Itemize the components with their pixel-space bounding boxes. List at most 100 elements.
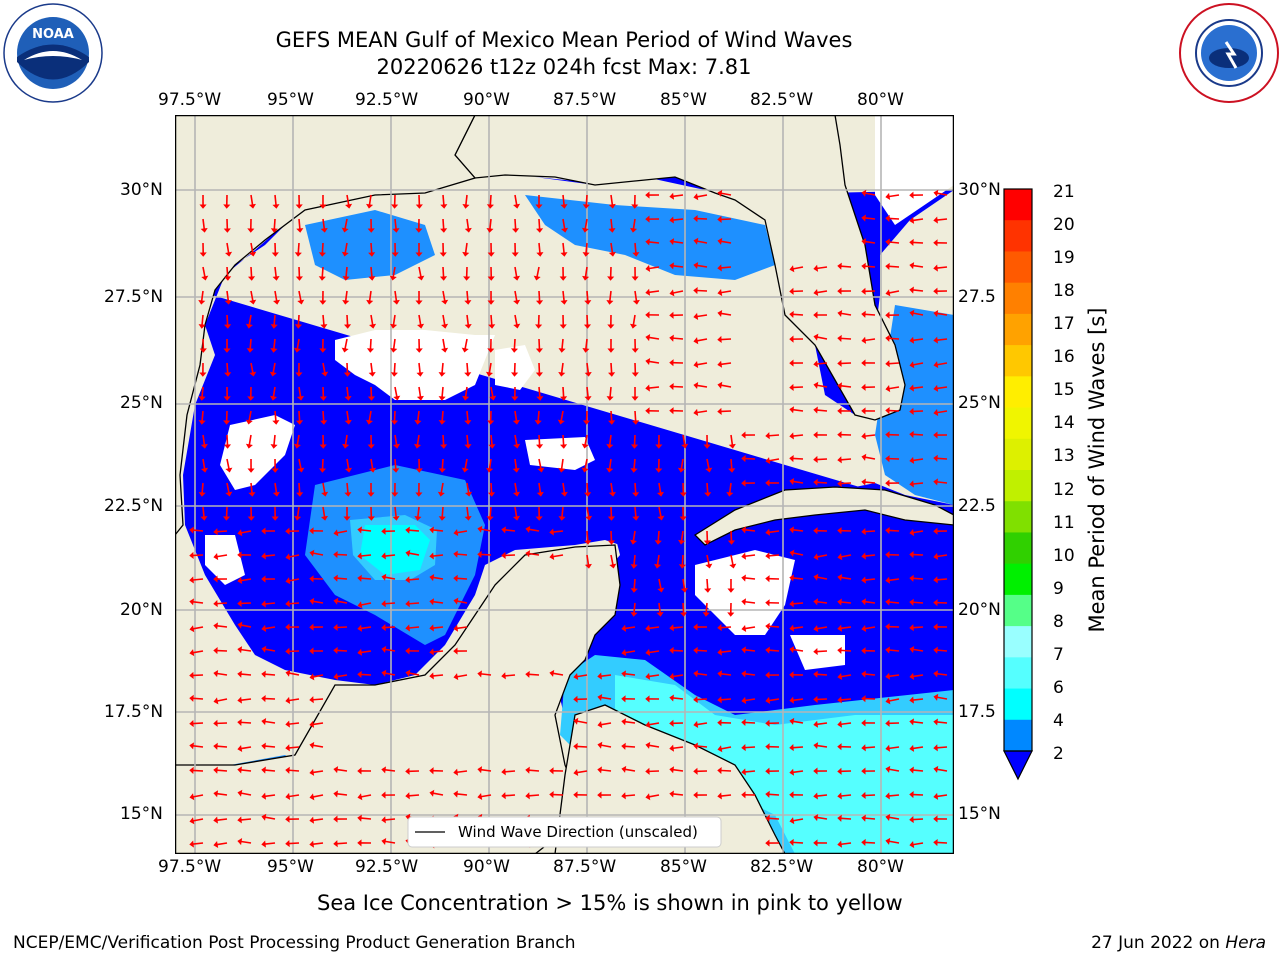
wind-arrow-head: [558, 371, 566, 377]
wind-arrow: [368, 290, 372, 302]
wind-arrow: [201, 410, 204, 422]
wind-arrow-head: [885, 744, 891, 752]
wind-arrow-head: [645, 721, 651, 729]
wind-arrow-head: [487, 420, 495, 425]
wind-arrow-head: [630, 612, 638, 617]
wind-arrow-head: [513, 299, 521, 305]
wind-arrow-head: [837, 598, 842, 606]
wind-arrow-head: [645, 264, 651, 272]
wind-arrow: [682, 434, 686, 445]
wind-arrow-head: [237, 621, 243, 629]
wind-arrow-head: [861, 453, 867, 461]
wind-arrow: [418, 266, 422, 277]
wind-arrow: [346, 458, 350, 469]
wind-arrow-head: [189, 625, 195, 633]
wind-arrow-head: [789, 287, 794, 295]
wind-arrow-head: [417, 323, 425, 329]
wind-arrow-head: [654, 563, 662, 569]
wind-arrow: [216, 745, 228, 748]
wind-arrow: [705, 602, 708, 614]
wind-arrow-head: [369, 467, 377, 473]
wind-arrow-head: [201, 467, 209, 473]
wind-arrow-head: [606, 396, 614, 401]
wind-arrow-head: [837, 407, 842, 415]
wind-arrow: [273, 338, 276, 350]
wind-arrow-head: [464, 372, 472, 377]
footer-host: Hera: [1225, 933, 1266, 953]
wind-arrow-head: [237, 696, 242, 704]
wind-arrow: [936, 338, 948, 341]
wind-arrow: [792, 434, 804, 437]
wind-arrow: [912, 264, 924, 268]
wind-arrow-head: [513, 203, 521, 209]
wind-arrow-head: [717, 624, 722, 632]
wind-arrow-head: [309, 840, 315, 848]
wind-arrow-head: [861, 767, 866, 775]
lon-label-top: 95°W: [267, 90, 314, 110]
wind-arrow: [672, 240, 684, 244]
wind-arrow: [912, 218, 924, 222]
wind-arrow: [226, 290, 230, 302]
wind-arrow-head: [657, 587, 665, 593]
wind-arrow: [514, 314, 518, 325]
wind-arrow: [456, 626, 468, 630]
wind-arrow: [648, 241, 660, 244]
wind-arrow: [672, 697, 684, 700]
wind-arrow-head: [789, 574, 794, 582]
wind-arrow: [514, 410, 518, 422]
wind-arrow-head: [213, 670, 219, 678]
wind-arrow-head: [189, 719, 194, 728]
wind-arrow-head: [416, 395, 424, 401]
wind-arrow: [840, 458, 852, 461]
wind-arrow: [912, 577, 924, 580]
wind-arrow: [288, 746, 300, 749]
wind-arrow-head: [357, 526, 362, 534]
wind-arrow: [384, 602, 396, 605]
wind-arrow-head: [237, 599, 242, 607]
wind-arrow-head: [681, 443, 689, 449]
wind-arrow-head: [453, 673, 459, 681]
wind-arrow-head: [837, 840, 843, 848]
wind-arrow: [384, 626, 396, 629]
wind-arrow: [816, 650, 828, 653]
wind-arrow-head: [885, 813, 891, 821]
wind-arrow-head: [559, 324, 567, 329]
wind-arrow: [888, 337, 900, 340]
wind-arrow-head: [837, 309, 843, 317]
wind-arrow: [937, 362, 948, 366]
wind-arrow-head: [837, 479, 842, 488]
wind-arrow: [600, 769, 612, 772]
wind-arrow: [840, 817, 852, 820]
wind-arrow-head: [415, 300, 423, 305]
wind-arrow-head: [405, 624, 410, 632]
wind-arrow-head: [607, 348, 615, 353]
wind-arrow: [840, 337, 852, 340]
wind-arrow: [888, 529, 900, 532]
wind-arrow-head: [608, 372, 616, 377]
wind-arrow: [393, 362, 396, 374]
wind-arrow: [632, 314, 636, 325]
wind-arrow-head: [213, 742, 218, 750]
wind-arrow: [360, 650, 372, 654]
wind-arrow: [624, 745, 636, 748]
wind-arrow-head: [909, 744, 915, 752]
wind-arrow-head: [511, 396, 519, 401]
wind-arrow: [250, 242, 254, 253]
colorbar-tick-label: 4: [1053, 710, 1064, 731]
wind-arrow: [610, 218, 613, 230]
colorbar-tick-label: 11: [1053, 512, 1075, 533]
wind-arrow: [889, 768, 900, 772]
wind-arrow: [322, 314, 325, 326]
wind-arrow-head: [933, 527, 938, 535]
wind-arrow-head: [813, 527, 818, 535]
wind-arrow-head: [344, 396, 352, 401]
wind-arrow: [816, 458, 828, 461]
wind-arrow: [937, 410, 948, 414]
wind-arrow: [408, 578, 420, 581]
wind-arrow-head: [223, 420, 231, 425]
wind-arrow-head: [909, 456, 915, 464]
wind-arrow: [202, 266, 206, 277]
wind-arrow: [370, 242, 373, 254]
wind-arrow-head: [584, 492, 592, 497]
wind-arrow-head: [765, 767, 770, 775]
